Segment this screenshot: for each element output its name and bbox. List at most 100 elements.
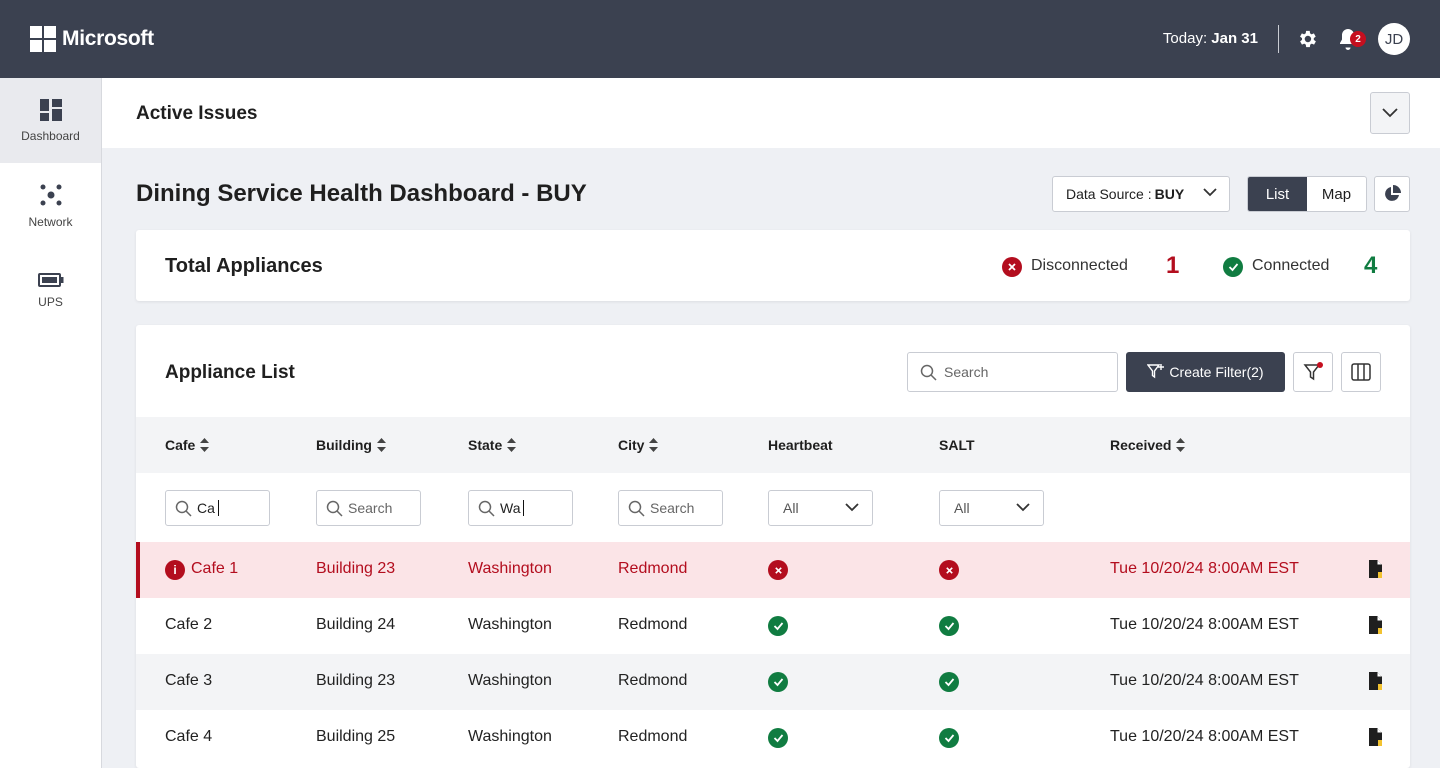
page-title: Dining Service Health Dashboard - BUY bbox=[136, 180, 587, 207]
sidebar-item-ups[interactable]: UPS bbox=[0, 248, 101, 333]
text-cursor bbox=[523, 500, 525, 516]
column-header-label: SALT bbox=[939, 437, 975, 453]
create-filter-button[interactable]: Create Filter(2) bbox=[1126, 352, 1285, 392]
cafe-filter-value: Ca bbox=[197, 500, 215, 516]
sidebar-item-network[interactable]: Network bbox=[0, 163, 101, 248]
check-icon bbox=[768, 672, 788, 692]
disconnected-label: Disconnected bbox=[1031, 257, 1128, 274]
microsoft-logo[interactable]: Microsoft bbox=[30, 26, 154, 52]
list-view-button[interactable]: List bbox=[1248, 177, 1307, 211]
search-icon bbox=[628, 500, 645, 517]
chevron-down-icon bbox=[1382, 108, 1398, 118]
document-icon[interactable] bbox=[1368, 671, 1384, 691]
building-filter-placeholder: Search bbox=[348, 500, 393, 516]
data-source-value: BUY bbox=[1154, 186, 1185, 202]
chart-view-button[interactable] bbox=[1374, 176, 1410, 212]
document-icon[interactable] bbox=[1368, 559, 1384, 579]
sort-icon bbox=[200, 438, 210, 452]
check-icon bbox=[939, 672, 959, 692]
cell-received: Tue 10/20/24 8:00AM EST bbox=[1110, 560, 1299, 577]
table-row[interactable]: Cafe 2 Building 24 Washington Redmond Tue 10… bbox=[136, 598, 1410, 654]
heartbeat-filter-value: All bbox=[783, 500, 799, 516]
column-header-received[interactable]: Received bbox=[1110, 437, 1186, 453]
sort-icon bbox=[377, 438, 386, 452]
document-icon[interactable] bbox=[1368, 615, 1384, 635]
cell-city: Redmond bbox=[618, 728, 688, 745]
column-header-cafe[interactable]: Cafe bbox=[165, 437, 210, 453]
error-x-icon bbox=[768, 560, 788, 580]
cell-received: Tue 10/20/24 8:00AM EST bbox=[1110, 616, 1299, 633]
table-row[interactable]: i Cafe 1 Building 23 Washington Redmond Tue 1… bbox=[136, 542, 1410, 598]
chevron-down-icon bbox=[1016, 503, 1030, 512]
cell-state: Washington bbox=[468, 560, 552, 577]
pie-chart-icon bbox=[1385, 185, 1401, 201]
check-icon bbox=[939, 616, 959, 636]
header-divider bbox=[1278, 25, 1279, 53]
cafe-filter-input[interactable]: Ca bbox=[165, 490, 270, 526]
columns-button[interactable] bbox=[1341, 352, 1381, 392]
search-icon bbox=[175, 500, 192, 517]
cell-building: Building 23 bbox=[316, 560, 396, 577]
appliance-list-title: Appliance List bbox=[165, 362, 295, 383]
search-icon bbox=[920, 364, 937, 381]
salt-filter-value: All bbox=[954, 500, 970, 516]
sidebar-item-label: Network bbox=[28, 214, 73, 229]
building-filter-input[interactable]: Search bbox=[316, 490, 421, 526]
salt-filter-select[interactable]: All bbox=[939, 490, 1044, 526]
column-header-label: City bbox=[618, 437, 645, 453]
column-header-city[interactable]: City bbox=[618, 437, 659, 453]
data-source-select[interactable]: Data Source : BUY bbox=[1052, 176, 1230, 212]
cell-city: Redmond bbox=[618, 672, 688, 689]
cell-state: Washington bbox=[468, 672, 552, 689]
avatar[interactable]: JD bbox=[1378, 23, 1410, 55]
table-row[interactable]: Cafe 4 Building 25 Washington Redmond Tue 10… bbox=[136, 710, 1410, 766]
active-issues-title: Active Issues bbox=[136, 103, 258, 124]
document-icon[interactable] bbox=[1368, 727, 1384, 747]
column-header-state[interactable]: State bbox=[468, 437, 517, 453]
sort-icon bbox=[507, 438, 517, 452]
total-appliances-card: Total Appliances Disconnected 1 Connecte… bbox=[136, 230, 1410, 301]
connected-label: Connected bbox=[1252, 257, 1330, 274]
sidebar-item-dashboard[interactable]: Dashboard bbox=[0, 78, 101, 163]
text-cursor bbox=[217, 500, 219, 516]
table-row[interactable]: Cafe 3 Building 23 Washington Redmond Tue 10… bbox=[136, 654, 1410, 710]
chevron-down-icon bbox=[1203, 188, 1217, 197]
map-view-button[interactable]: Map bbox=[1321, 185, 1352, 203]
column-header-label: Received bbox=[1110, 437, 1172, 453]
filter-icon bbox=[1303, 362, 1323, 381]
expand-issues-button[interactable] bbox=[1370, 92, 1410, 134]
sidebar-item-label: Dashboard bbox=[21, 128, 80, 143]
sidebar: Dashboard Network UPS bbox=[0, 78, 102, 768]
column-header-building[interactable]: Building bbox=[316, 437, 386, 453]
search-icon bbox=[478, 500, 495, 517]
chevron-down-icon bbox=[845, 503, 859, 512]
city-filter-input[interactable]: Search bbox=[618, 490, 723, 526]
active-issues-panel: Active Issues bbox=[102, 78, 1440, 148]
state-filter-input[interactable]: Wa bbox=[468, 490, 573, 526]
error-x-icon bbox=[939, 560, 959, 580]
cell-building: Building 24 bbox=[316, 616, 396, 633]
cell-building: Building 25 bbox=[316, 728, 396, 745]
columns-icon bbox=[1351, 363, 1371, 381]
gear-icon[interactable] bbox=[1296, 28, 1318, 50]
network-icon bbox=[40, 184, 61, 205]
search-input[interactable]: Search bbox=[907, 352, 1118, 392]
cell-received: Tue 10/20/24 8:00AM EST bbox=[1110, 672, 1299, 689]
today-date: Today: Jan 31 bbox=[1163, 30, 1258, 47]
brand-name: Microsoft bbox=[62, 27, 154, 50]
dashboard-icon bbox=[39, 98, 62, 121]
cell-cafe: Cafe 1 bbox=[191, 560, 239, 577]
cell-cafe: Cafe 2 bbox=[165, 616, 213, 633]
cell-received: Tue 10/20/24 8:00AM EST bbox=[1110, 728, 1299, 745]
sort-icon bbox=[1176, 438, 1186, 452]
search-placeholder: Search bbox=[944, 364, 989, 380]
connected-count: 4 bbox=[1364, 252, 1378, 279]
windows-logo-icon bbox=[30, 26, 56, 52]
today-value: Jan 31 bbox=[1211, 30, 1258, 47]
check-icon bbox=[768, 616, 788, 636]
sidebar-item-label: UPS bbox=[38, 294, 63, 309]
cell-cafe: Cafe 4 bbox=[165, 728, 213, 745]
filter-button[interactable] bbox=[1293, 352, 1333, 392]
heartbeat-filter-select[interactable]: All bbox=[768, 490, 873, 526]
filter-add-icon bbox=[1147, 364, 1165, 379]
